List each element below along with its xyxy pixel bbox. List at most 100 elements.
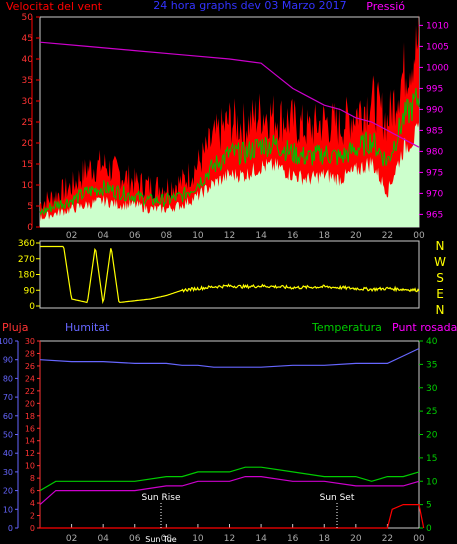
rain-tick-label: 60	[3, 412, 13, 421]
hum-tick-label: 16	[25, 424, 35, 433]
pressure-series	[39, 41, 420, 148]
top-x-tick-label: 16	[287, 231, 299, 241]
dir-tick-label: 0	[29, 302, 35, 312]
gust-series	[40, 13, 419, 227]
bottom-x-tick-label: 20	[350, 534, 362, 544]
rain-tick-label: 80	[3, 374, 13, 383]
rain-series	[40, 504, 425, 529]
top-x-tick-label: 12	[224, 231, 235, 241]
hum-tick-label: 28	[25, 349, 35, 358]
top-right-tick-label: 990	[426, 105, 443, 115]
sunset-label: Sun Set	[320, 493, 355, 503]
top-right-tick-label: 970	[426, 189, 443, 199]
dir-label-s: S	[436, 271, 444, 285]
dir-label-n2: N	[436, 303, 445, 317]
dir-label-n1: N	[436, 239, 445, 253]
dir-tick-label: 360	[18, 239, 35, 249]
hum-tick-label: 20	[25, 399, 35, 408]
top-x-tick-label: 00	[413, 231, 425, 241]
bottom-x-tick-label: 18	[319, 534, 331, 544]
temp-tick-label: 25	[426, 407, 437, 417]
hum-tick-label: 26	[25, 362, 35, 371]
hum-tick-label: 30	[25, 337, 35, 346]
rain-tick-label: 100	[0, 337, 13, 346]
dewpoint-label: Punt rosada	[392, 321, 457, 334]
rain-label: Pluja	[2, 321, 28, 334]
temp-tick-label: 5	[426, 501, 432, 511]
hum-tick-label: 6	[30, 487, 35, 496]
top-x-tick-label: 14	[255, 231, 267, 241]
top-right-tick-label: 975	[426, 168, 443, 178]
rain-tick-label: 30	[3, 468, 13, 477]
sunrise-time-label: Sun Tue	[145, 535, 177, 544]
temp-tick-label: 35	[426, 360, 437, 370]
rain-tick-label: 20	[3, 487, 13, 496]
dir-label-w: W	[434, 255, 446, 269]
top-left-tick-label: 0	[27, 223, 33, 233]
top-x-tick-label: 10	[192, 231, 204, 241]
hum-tick-label: 22	[25, 387, 35, 396]
hum-tick-label: 14	[25, 437, 35, 446]
hum-tick-label: 4	[30, 499, 35, 508]
top-right-tick-label: 1005	[426, 42, 449, 52]
top-left-tick-label: 50	[22, 13, 34, 23]
temp-tick-label: 0	[426, 524, 432, 534]
bottom-x-tick-label: 16	[287, 534, 299, 544]
rain-tick-label: 40	[3, 449, 13, 458]
rain-tick-label: 10	[3, 505, 13, 514]
direction-chart-frame	[39, 240, 420, 309]
direction-series	[40, 245, 420, 305]
bottom-x-tick-label: 00	[413, 534, 425, 544]
top-left-tick-label: 20	[22, 139, 34, 149]
hum-tick-label: 0	[30, 524, 35, 533]
bottom-x-tick-label: 02	[66, 534, 77, 544]
top-x-tick-label: 22	[382, 231, 393, 241]
top-right-tick-label: 995	[426, 84, 443, 94]
top-x-tick-label: 04	[97, 231, 109, 241]
pressure-label: Pressió	[366, 0, 405, 13]
temp-tick-label: 30	[426, 384, 438, 394]
dir-label-e: E	[436, 287, 444, 301]
chart-title: 24 hora graphs dev 03 Marzo 2017	[153, 0, 346, 12]
dewpoint-series	[39, 476, 420, 506]
bottom-x-tick-label: 04	[97, 534, 109, 544]
hum-tick-label: 10	[25, 462, 35, 471]
top-left-tick-label: 40	[22, 55, 34, 65]
sunrise-label: Sun Rise	[142, 493, 181, 503]
hum-tick-label: 18	[25, 412, 35, 421]
top-left-tick-label: 5	[27, 202, 33, 212]
rain-tick-label: 70	[3, 393, 13, 402]
top-left-tick-label: 45	[22, 34, 33, 44]
top-x-tick-label: 08	[161, 231, 173, 241]
bottom-x-tick-label: 06	[129, 534, 141, 544]
top-left-tick-label: 25	[22, 118, 33, 128]
temp-tick-label: 40	[426, 337, 438, 347]
temp-tick-label: 20	[426, 431, 438, 441]
hum-tick-label: 2	[30, 512, 35, 521]
dir-tick-label: 180	[18, 271, 35, 281]
top-left-tick-label: 15	[22, 160, 33, 170]
top-right-tick-label: 985	[426, 126, 443, 136]
bottom-chart-frame	[39, 340, 420, 529]
bottom-x-tick-label: 08	[161, 534, 173, 544]
hum-tick-label: 12	[25, 449, 35, 458]
avg-series	[40, 122, 419, 227]
temperature-series	[39, 466, 420, 492]
dir-tick-label: 90	[24, 286, 36, 296]
humidity-series	[39, 347, 420, 368]
wind-speed-label: Velocitat del vent	[6, 0, 103, 13]
rain-tick-label: 50	[3, 431, 13, 440]
top-x-tick-label: 18	[319, 231, 331, 241]
bottom-x-tick-label: 12	[224, 534, 235, 544]
top-left-tick-label: 30	[22, 97, 34, 107]
temperature-label: Temperatura	[311, 321, 382, 334]
rain-tick-label: 90	[3, 356, 13, 365]
top-x-tick-label: 06	[129, 231, 141, 241]
top-left-tick-label: 35	[22, 76, 33, 86]
temp-tick-label: 15	[426, 454, 437, 464]
speed-series	[39, 88, 420, 217]
bottom-x-tick-label: 14	[255, 534, 267, 544]
temp-tick-label: 10	[426, 477, 438, 487]
bottom-x-tick-label: 22	[382, 534, 393, 544]
